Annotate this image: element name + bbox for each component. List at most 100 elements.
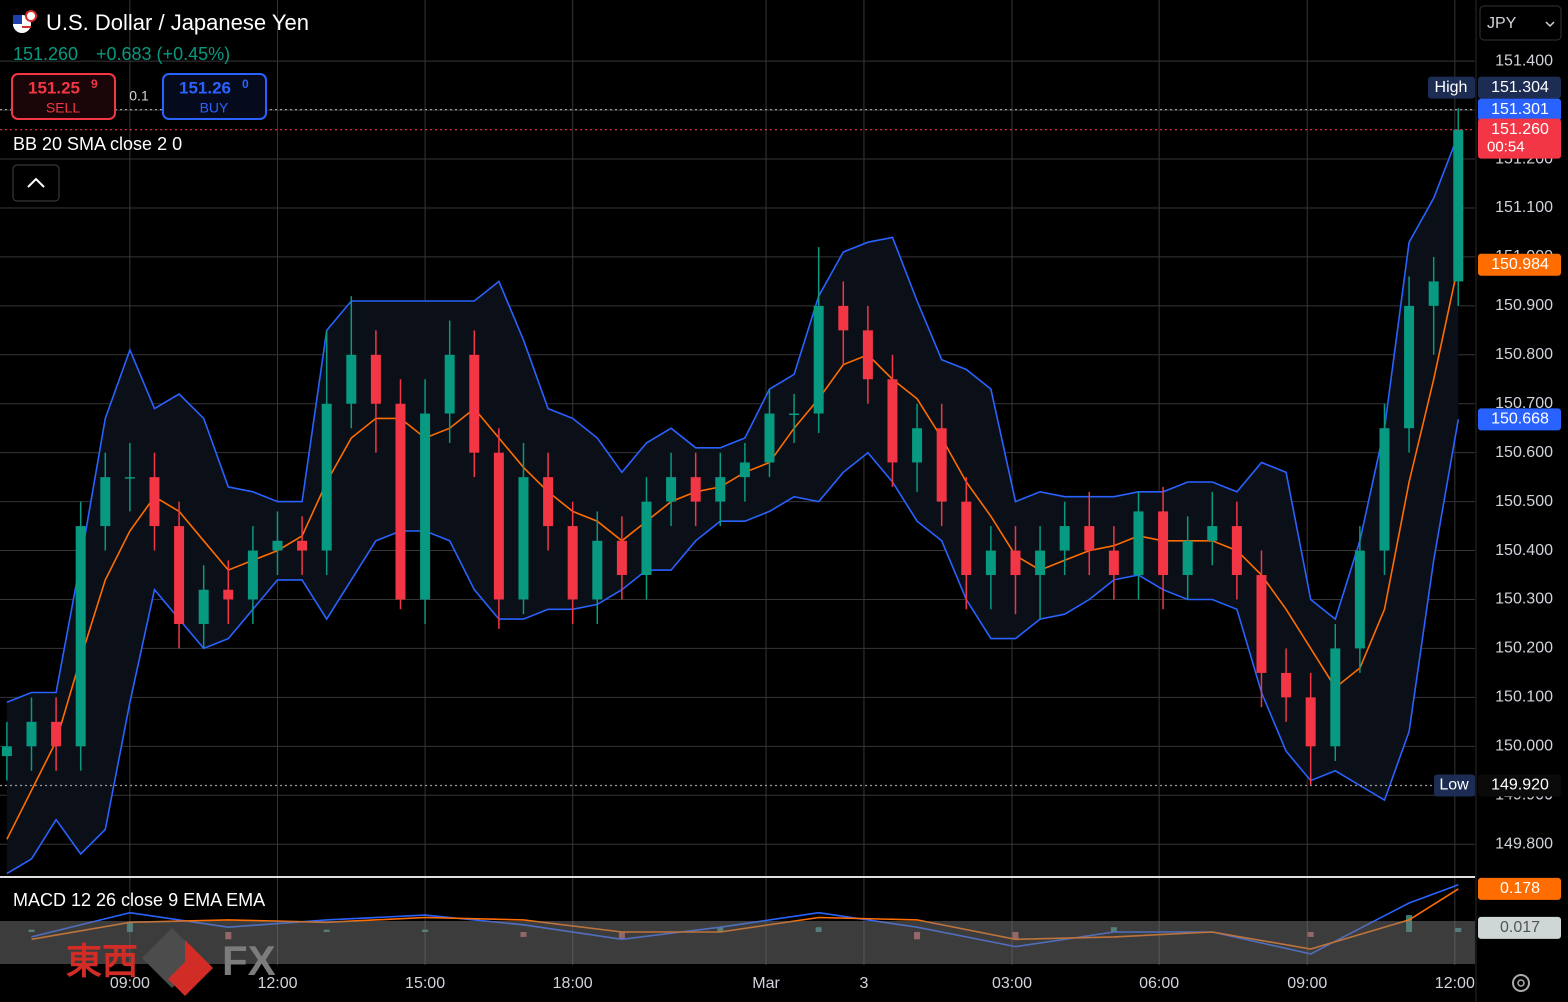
candle-body [1035, 550, 1046, 576]
y-tick-label: 151.400 [1495, 52, 1553, 69]
histogram-bar [1012, 932, 1019, 940]
candle-body [51, 721, 62, 747]
countdown: 00:54 [1487, 139, 1525, 156]
candle-body [739, 462, 750, 478]
candle-body [493, 452, 504, 600]
basis-value-box [1478, 253, 1561, 276]
candle-body [715, 477, 726, 502]
histogram-bar [1406, 915, 1413, 933]
basis-value: 150.984 [1491, 256, 1549, 273]
last-price: 151.260 [13, 44, 78, 64]
candle-body [174, 526, 185, 624]
y-tick-label: 150.500 [1495, 493, 1553, 510]
gear-hub[interactable] [1517, 979, 1525, 987]
candle-body [543, 477, 554, 527]
currency-dropdown[interactable]: JPY [1479, 5, 1562, 41]
candle-body [912, 428, 923, 463]
gear[interactable] [1512, 974, 1530, 992]
candle-body [297, 540, 308, 551]
candle-body [985, 550, 996, 576]
watermark-cjk: 東西 [66, 941, 138, 982]
flag-badge [25, 10, 37, 22]
x-tick-label: 06:00 [1139, 975, 1179, 992]
histogram-bar [1307, 932, 1314, 937]
histogram-bar [126, 922, 133, 933]
candle-body [223, 589, 234, 600]
sell-price[interactable]: 151.25 [28, 78, 80, 97]
collapse-box[interactable] [12, 164, 60, 202]
price-change: +0.683 (+0.45%) [96, 44, 230, 64]
candle-body [346, 354, 357, 404]
x-tick-label: 3 [859, 975, 868, 992]
currency-box[interactable] [1479, 5, 1562, 41]
candle-body [1108, 550, 1119, 576]
histogram-bar [225, 932, 232, 940]
sell-button[interactable]: 151.25 9 SELL [11, 73, 116, 120]
histogram-bar [1110, 927, 1117, 933]
last-price-badge: 151.260 [1491, 121, 1549, 138]
low-label-box [1434, 774, 1475, 797]
candle-body [1428, 281, 1439, 306]
histogram-badge: 0.017 [1500, 919, 1540, 936]
buy-price[interactable]: 151.26 [179, 78, 231, 97]
buy-label[interactable]: BUY [200, 100, 229, 116]
x-tick-label: 12:00 [257, 975, 297, 992]
low-value-box [1478, 774, 1561, 797]
low-value: 149.920 [1491, 777, 1549, 794]
buy-pip[interactable]: 0 [242, 77, 249, 91]
candle-body [1404, 305, 1415, 429]
buy-box[interactable] [162, 73, 267, 120]
signal-badge: 0.178 [1500, 880, 1540, 897]
settings-icon[interactable] [1512, 974, 1530, 992]
candle-body [321, 403, 332, 551]
y-tick-label: 150.800 [1495, 346, 1553, 363]
candle-body [272, 540, 283, 551]
y-tick-label: 150.000 [1495, 738, 1553, 755]
y-tick-label: 150.100 [1495, 689, 1553, 706]
collapse-button[interactable] [12, 164, 60, 202]
candle-body [395, 403, 406, 600]
dropdown-arrow[interactable] [1545, 21, 1555, 28]
bid-value: 151.301 [1491, 101, 1549, 118]
sell-pip[interactable]: 9 [91, 77, 98, 91]
candle-body [616, 540, 627, 576]
histogram-badge-box [1478, 916, 1561, 939]
band-fill [6, 134, 1459, 874]
y-tick-label: 150.400 [1495, 542, 1553, 559]
y-tick-label: 150.900 [1495, 297, 1553, 314]
x-tick-label: 09:00 [1287, 975, 1327, 992]
candle-body [1207, 526, 1218, 541]
candle-body [961, 501, 972, 576]
macd-legend: MACD 12 26 close 9 EMA EMA [13, 890, 265, 910]
candle-body [862, 330, 873, 380]
currency[interactable]: JPY [1487, 15, 1517, 32]
sell-box[interactable] [11, 73, 116, 120]
histogram-bar [422, 929, 429, 933]
y-tick-label: 150.300 [1495, 591, 1553, 608]
bb-legend: BB 20 SMA close 2 0 [13, 134, 182, 154]
candle-body [149, 477, 160, 527]
spread: 0.1 [129, 88, 149, 104]
high-label: High [1435, 79, 1468, 96]
watermark: 東西 FX [0, 921, 1475, 996]
candle-body [1158, 511, 1169, 576]
macd-panel [28, 884, 1462, 955]
y-tick-label: 149.800 [1495, 835, 1553, 852]
candle-body [1084, 526, 1095, 551]
flag-canton [13, 15, 22, 24]
buy-button[interactable]: 151.26 0 BUY [162, 73, 267, 120]
candles [1, 108, 1464, 786]
histogram-bar [914, 932, 921, 940]
candle-body [838, 305, 849, 331]
candle-body [936, 428, 947, 502]
band-lower [6, 419, 1460, 875]
histogram-bar [815, 927, 822, 933]
sell-label[interactable]: SELL [46, 100, 80, 116]
logo-red [168, 940, 213, 996]
candle-body [444, 354, 455, 414]
y-tick-label: 150.700 [1495, 395, 1553, 412]
chevron-icon[interactable] [27, 177, 45, 188]
candle-body [1379, 428, 1390, 551]
x-tick-label: 18:00 [553, 975, 593, 992]
